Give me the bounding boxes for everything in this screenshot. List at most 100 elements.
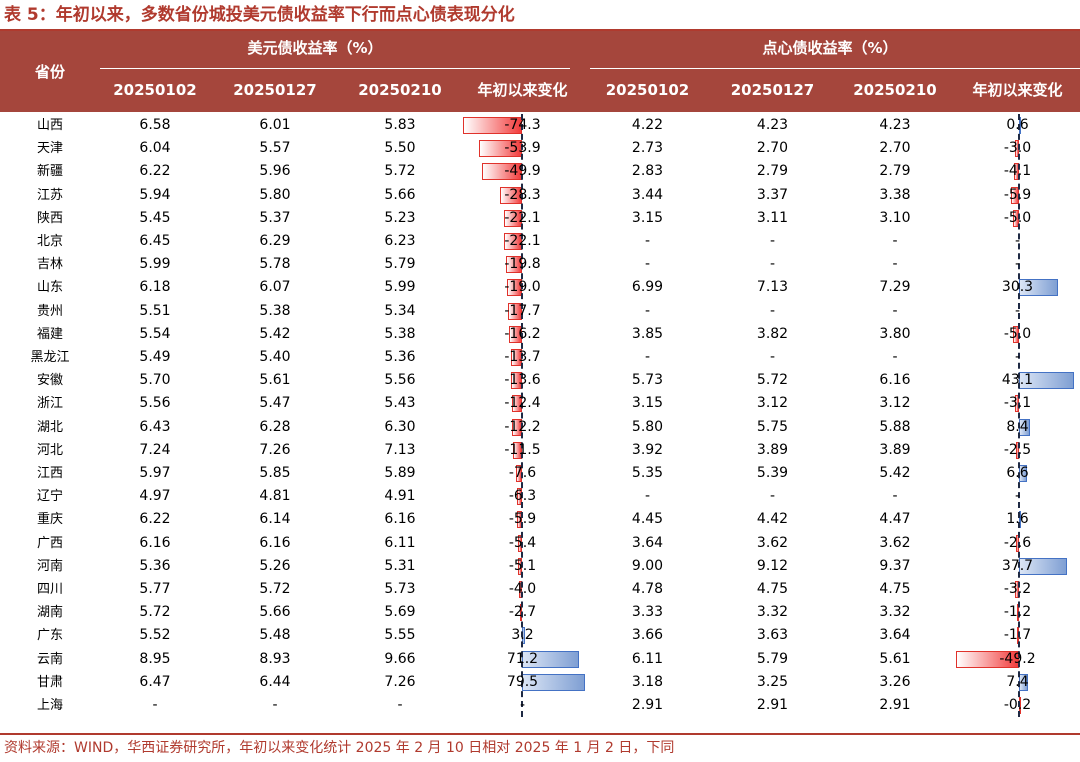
table-row: 浙江 5.56 5.47 5.43 -12.4 3.15 3.12 3.12 -3.1 bbox=[0, 392, 1080, 415]
dimsum-change-cell: - bbox=[1014, 488, 1021, 505]
usd-yield-0210-cell: 9.66 bbox=[384, 650, 416, 667]
usd-yield-0102-cell: 4.97 bbox=[139, 488, 171, 505]
dimsum-yield-0210-cell: 9.37 bbox=[879, 557, 911, 574]
dimsum-yield-0210-cell: 2.91 bbox=[879, 697, 911, 713]
dimsum-yield-0127-cell: 3.82 bbox=[756, 325, 789, 342]
usd-yield-0127-cell: 5.38 bbox=[259, 302, 291, 319]
usd-change-cell: -4.0 bbox=[508, 581, 537, 597]
dimsum-yield-0102-cell: 6.99 bbox=[631, 279, 664, 296]
dimsum-yield-0210-cell: - bbox=[892, 349, 898, 365]
dimsum-change-cell: - bbox=[1014, 302, 1021, 319]
province-cell: 北京 bbox=[36, 234, 63, 249]
dimsum-yield-0210-cell: 3.89 bbox=[879, 441, 911, 458]
header-province: 省份 bbox=[34, 63, 65, 81]
usd-yield-0127-cell: 5.85 bbox=[259, 465, 291, 481]
usd-yield-0102-cell: 5.49 bbox=[139, 349, 171, 365]
table-row: 甘肃 6.47 6.44 7.26 79.5 3.18 3.25 3.26 7.4 bbox=[0, 671, 1080, 694]
province-cell: 辽宁 bbox=[36, 489, 63, 505]
table-row: 安徽 5.70 5.61 5.56 -13.6 5.73 5.72 6.16 43.1 bbox=[0, 369, 1080, 392]
dimsum-yield-0102-cell: 4.45 bbox=[631, 511, 664, 528]
usd-yield-0127-cell: 6.29 bbox=[259, 233, 291, 249]
dimsum-change-cell: 43.1 bbox=[1001, 372, 1034, 389]
usd-yield-0127-cell: 7.26 bbox=[259, 441, 291, 458]
province-cell: 江西 bbox=[36, 466, 63, 481]
dimsum-change-axis bbox=[1018, 114, 1020, 718]
table-row: 河南 5.36 5.26 5.31 -5.1 9.00 9.12 9.37 37.7 bbox=[0, 555, 1080, 578]
usd-yield-0210-cell: - bbox=[397, 697, 403, 713]
province-cell: 贵州 bbox=[36, 303, 63, 319]
usd-yield-0102-cell: 7.24 bbox=[139, 441, 171, 458]
table-row: 山东 6.18 6.07 5.99 -19.0 6.99 7.13 7.29 30.3 bbox=[0, 276, 1080, 299]
dimsum-yield-0102-cell: 9.00 bbox=[631, 557, 664, 574]
source-note: 资料来源：WIND，华西证券研究所，年初以来变化统计 2025 年 2 月 10… bbox=[4, 740, 675, 756]
dimsum-yield-0210-cell: - bbox=[892, 233, 898, 249]
dimsum-yield-0127-cell: - bbox=[769, 488, 776, 505]
dimsum-yield-0102-cell: 3.44 bbox=[631, 186, 664, 203]
dimsum-yield-0210-cell: 3.64 bbox=[879, 627, 911, 644]
dimsum-yield-0102-cell: 3.66 bbox=[631, 627, 664, 644]
usd-yield-0210-cell: 5.72 bbox=[384, 163, 416, 180]
dimsum-yield-0102-cell: 3.92 bbox=[631, 441, 664, 458]
usd-yield-0102-cell: 6.45 bbox=[139, 233, 171, 249]
dimsum-yield-0102-cell: 2.91 bbox=[631, 697, 664, 713]
dimsum-yield-0102-cell: - bbox=[644, 233, 651, 249]
usd-yield-0102-cell: 5.97 bbox=[139, 465, 171, 481]
dimsum-change-cell: -2.6 bbox=[1003, 534, 1032, 551]
province-cell: 山西 bbox=[36, 118, 63, 133]
dimsum-yield-0127-cell: 5.79 bbox=[756, 650, 789, 667]
dimsum-change-cell: 30.3 bbox=[1001, 279, 1034, 296]
usd-change-cell: 79.5 bbox=[506, 673, 539, 690]
usd-yield-0210-cell: 6.30 bbox=[384, 418, 416, 435]
dimsum-yield-0102-cell: 5.80 bbox=[631, 418, 664, 435]
header-dimsum-underline bbox=[590, 68, 1080, 69]
usd-yield-0102-cell: 6.43 bbox=[139, 418, 171, 435]
province-cell: 安徽 bbox=[36, 373, 63, 389]
dimsum-change-cell: 1.6 bbox=[1006, 511, 1029, 528]
usd-yield-0127-cell: 5.61 bbox=[259, 372, 291, 389]
dimsum-yield-0127-cell: 9.12 bbox=[756, 557, 789, 574]
usd-yield-0102-cell: 5.72 bbox=[139, 604, 171, 621]
usd-yield-0102-cell: - bbox=[152, 697, 158, 713]
table-row: 黑龙江 5.49 5.40 5.36 -13.7 - - - - bbox=[0, 346, 1080, 369]
dimsum-yield-0210-cell: 3.32 bbox=[879, 604, 911, 621]
usd-yield-0210-cell: 5.99 bbox=[384, 279, 416, 296]
table-row: 广东 5.52 5.48 5.55 3.2 3.66 3.63 3.64 -1.7 bbox=[0, 624, 1080, 647]
dimsum-yield-0102-cell: 6.11 bbox=[631, 650, 664, 667]
usd-yield-0210-cell: 5.66 bbox=[384, 186, 416, 203]
dimsum-yield-0210-cell: 4.23 bbox=[879, 117, 911, 133]
usd-yield-0102-cell: 5.36 bbox=[139, 557, 171, 574]
usd-yield-0210-cell: 5.89 bbox=[384, 465, 416, 481]
usd-change-cell: -6.3 bbox=[508, 488, 537, 505]
table-row: 天津 6.04 5.57 5.50 -53.9 2.73 2.70 2.70 -3.0 bbox=[0, 137, 1080, 160]
table-row: 北京 6.45 6.29 6.23 -22.1 - - - - bbox=[0, 230, 1080, 253]
province-cell: 天津 bbox=[36, 141, 63, 157]
usd-yield-0210-cell: 5.23 bbox=[384, 209, 416, 226]
usd-yield-0127-cell: 5.57 bbox=[259, 140, 291, 157]
usd-yield-0127-cell: 4.81 bbox=[259, 488, 291, 505]
table-row: 广西 6.16 6.16 6.11 -5.4 3.64 3.62 3.62 -2.6 bbox=[0, 532, 1080, 555]
usd-yield-0210-cell: 5.73 bbox=[384, 581, 416, 597]
table-row: 贵州 5.51 5.38 5.34 -17.7 - - - - bbox=[0, 300, 1080, 323]
province-cell: 湖北 bbox=[36, 419, 63, 435]
usd-yield-0127-cell: 5.66 bbox=[259, 604, 291, 621]
usd-yield-0102-cell: 5.54 bbox=[139, 325, 171, 342]
usd-yield-0127-cell: - bbox=[272, 697, 278, 713]
usd-yield-0127-cell: 5.78 bbox=[259, 256, 291, 273]
usd-yield-0127-cell: 5.40 bbox=[259, 349, 291, 365]
dimsum-yield-0210-cell: 7.29 bbox=[879, 279, 911, 296]
usd-yield-0127-cell: 5.42 bbox=[259, 325, 291, 342]
dimsum-change-cell: -2.5 bbox=[1003, 441, 1032, 458]
usd-yield-0102-cell: 5.94 bbox=[139, 186, 171, 203]
dimsum-yield-0127-cell: 3.32 bbox=[756, 604, 789, 621]
usd-yield-0127-cell: 5.72 bbox=[259, 581, 291, 597]
dimsum-yield-0127-cell: - bbox=[769, 349, 776, 365]
usd-change-cell: 3.2 bbox=[511, 627, 534, 644]
dimsum-change-cell: - bbox=[1014, 256, 1021, 273]
dimsum-yield-0102-cell: - bbox=[644, 302, 651, 319]
province-cell: 黑龙江 bbox=[30, 350, 70, 365]
usd-yield-0127-cell: 6.28 bbox=[259, 418, 291, 435]
dimsum-yield-0102-cell: 3.85 bbox=[631, 325, 664, 342]
usd-change-cell: -49.9 bbox=[504, 163, 541, 180]
usd-yield-0102-cell: 5.70 bbox=[139, 372, 171, 389]
header-dimsum-col3: 20250210 bbox=[853, 81, 937, 99]
